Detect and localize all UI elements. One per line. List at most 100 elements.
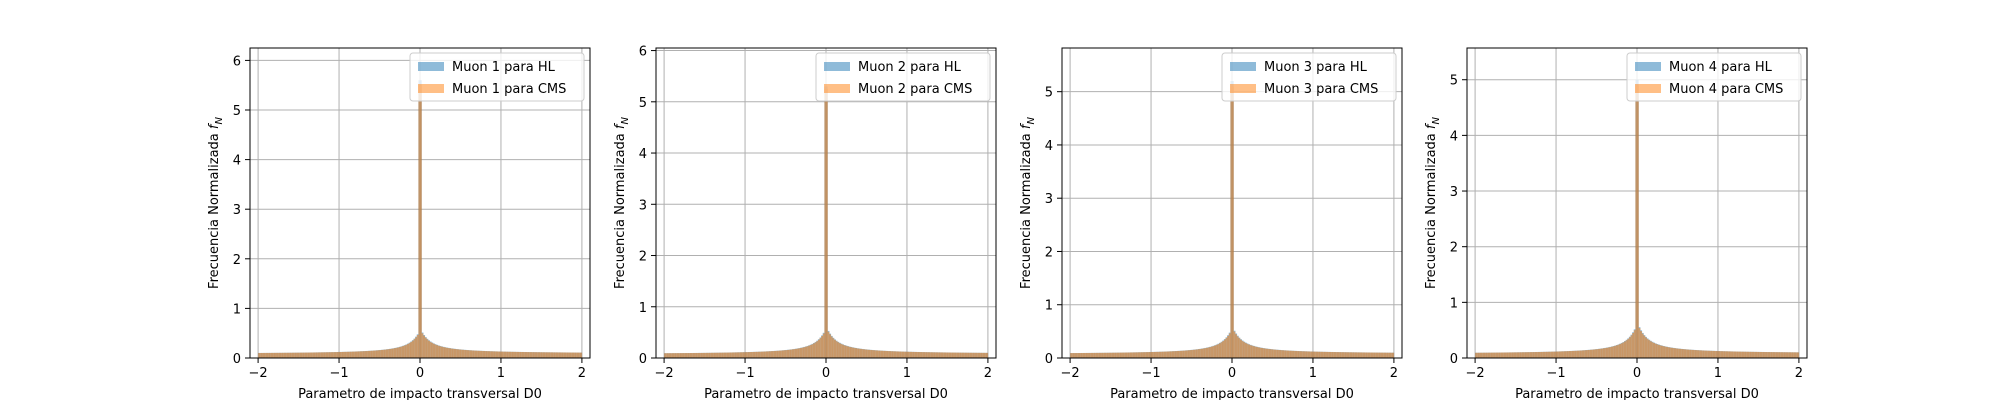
histogram-bar (735, 352, 738, 358)
histogram-bar (284, 352, 286, 358)
y-tick-label: 0 (639, 352, 647, 367)
histogram-bar (1099, 352, 1102, 358)
histogram-bar (1633, 330, 1636, 358)
histogram-bar (1128, 352, 1131, 358)
histogram-bar (1379, 352, 1382, 358)
histogram-bar (549, 352, 552, 358)
histogram-bar (680, 353, 683, 358)
histogram-bar (1384, 352, 1387, 358)
histogram-bar (1705, 350, 1707, 358)
x-tick-label: 2 (1390, 366, 1398, 381)
legend-swatch (1635, 62, 1661, 71)
histogram-bar (1734, 351, 1736, 358)
histogram-bar (879, 350, 882, 358)
histogram-bar (743, 352, 746, 358)
histogram-bar (488, 351, 490, 358)
histogram-bar (819, 338, 822, 358)
histogram-bar (1324, 351, 1327, 358)
histogram-bar (1235, 334, 1238, 358)
histogram-bar (1570, 351, 1573, 358)
histogram-bar (1643, 335, 1646, 358)
histogram-bar (1387, 352, 1390, 358)
histogram-bar (1559, 351, 1562, 358)
histogram-bar (785, 350, 788, 358)
histogram-bar (543, 352, 545, 358)
histogram-bar (1593, 349, 1596, 358)
x-tick-label: 0 (1228, 366, 1236, 381)
histogram-bar (1491, 352, 1494, 358)
histogram-bar (415, 337, 417, 358)
histogram-bar (1687, 349, 1690, 358)
histogram-bar (352, 351, 354, 358)
histogram-bar (573, 352, 576, 358)
histogram-bar (363, 351, 366, 358)
histogram-bar (512, 351, 515, 358)
histogram-bar (1781, 352, 1783, 358)
histogram-bar (915, 351, 917, 358)
histogram-bar (505, 351, 508, 358)
histogram-bar (1151, 352, 1153, 358)
histogram-bar (538, 352, 541, 358)
histogram-bar (1601, 348, 1604, 358)
histogram-bar (1227, 335, 1229, 358)
histogram-bar (531, 352, 534, 358)
histogram-bar (690, 353, 692, 358)
histogram-bar (830, 336, 833, 358)
histogram-bar (523, 352, 526, 358)
histogram-bar (1505, 352, 1508, 358)
histogram-bar (1392, 352, 1395, 358)
histogram-bar (520, 351, 523, 358)
histogram-bar (749, 352, 752, 358)
histogram-bar (444, 347, 447, 358)
histogram-bar (361, 351, 364, 358)
histogram-bar (1648, 340, 1651, 358)
histogram-bar (1773, 352, 1775, 358)
histogram-bar (1758, 351, 1761, 358)
histogram-bar (1666, 346, 1668, 358)
histogram-bar (1100, 352, 1103, 358)
histogram-bar (434, 344, 437, 358)
histogram-bar (1300, 351, 1302, 358)
histogram-bar (544, 352, 547, 358)
y-tick-label: 5 (1045, 86, 1053, 101)
histogram-bar (1523, 352, 1526, 358)
histogram-bar (1721, 351, 1724, 358)
histogram-bar (1311, 351, 1314, 358)
x-tick-label: 2 (984, 366, 992, 381)
histogram-bar (318, 352, 320, 358)
histogram-bar (686, 353, 689, 358)
histogram-bar (1287, 350, 1289, 358)
histogram-bar (1154, 351, 1157, 358)
histogram-bar (758, 351, 760, 358)
histogram-bar (678, 353, 681, 358)
histogram-bar (1564, 351, 1566, 358)
histogram-bar (1792, 352, 1795, 358)
histogram-bar (1554, 351, 1557, 358)
histogram-bar (1238, 338, 1241, 358)
histogram-bar (1278, 350, 1281, 358)
histogram-bar (450, 348, 453, 358)
histogram-bar (1382, 352, 1385, 358)
histogram-bar (769, 351, 772, 358)
histogram-bar (908, 351, 911, 358)
histogram-bar (347, 351, 349, 358)
x-tick-label: 0 (416, 366, 424, 381)
histogram-bar (398, 347, 401, 358)
histogram-bar (1298, 351, 1301, 358)
y-tick-label: 1 (233, 302, 241, 317)
histogram-bar (926, 352, 929, 358)
histogram-bar (1551, 351, 1554, 358)
histogram-bar (1701, 350, 1704, 358)
histogram-bar (513, 351, 516, 358)
histogram-bar (479, 350, 482, 358)
histogram-bar (1363, 352, 1365, 358)
histogram-bar (316, 352, 319, 358)
histogram-bar (704, 352, 707, 358)
histogram-bar (410, 341, 413, 358)
histogram-bar (1191, 349, 1194, 358)
histogram-bar (1620, 343, 1623, 358)
histogram-bar (1261, 348, 1263, 358)
histogram-bar (1630, 335, 1633, 358)
y-tick-label: 2 (1045, 245, 1053, 260)
histogram-bar (1081, 353, 1084, 358)
